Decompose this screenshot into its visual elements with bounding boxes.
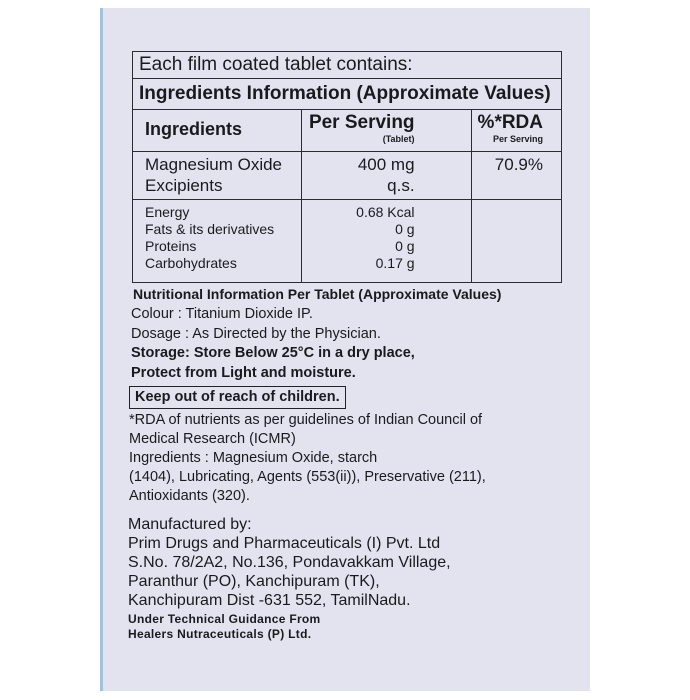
ingredients-text-3: Antioxidants (320). (129, 488, 250, 504)
manufacturer-label: Manufactured by: (128, 516, 252, 533)
ingredients-text: Ingredients : Magnesium Oxide, starch (129, 450, 378, 466)
guidance-text-2: Healers Nutraceuticals (P) Ltd. (128, 627, 312, 641)
manufacturer-address: S.No. 78/2A2, No.136, Pondavakkam Villag… (128, 554, 451, 571)
dosage-text: Dosage : As Directed by the Physician. (131, 326, 381, 342)
manufacturer-address-2: Paranthur (PO), Kanchipuram (TK), (128, 573, 380, 590)
nutrient-name: Fats & its derivatives (145, 221, 275, 237)
header-rda-sub: Per Serving (492, 134, 543, 144)
ingredient-name: Excipients (145, 176, 223, 195)
nutrient-value: 0.17 g (375, 255, 415, 271)
rda-note: *RDA of nutrients as per guidelines of I… (129, 412, 483, 428)
storage-text-2: Protect from Light and moisture. (131, 365, 356, 381)
ingredient-value: 400 mg (357, 155, 415, 174)
header-per-serving: Per Serving (308, 112, 415, 133)
nutrient-name: Carbohydrates (145, 255, 237, 271)
ingredient-name: Magnesium Oxide (145, 155, 283, 174)
nutrient-name: Proteins (145, 238, 197, 254)
nutrition-heading: Nutritional Information Per Tablet (Appr… (133, 286, 502, 302)
nutrient-name: Energy (145, 204, 190, 220)
header-per-serving-sub: (Tablet) (382, 134, 415, 144)
nutrient-value: 0 g (395, 238, 415, 254)
manufacturer-name: Prim Drugs and Pharmaceuticals (I) Pvt. … (128, 535, 441, 552)
warning-box: Keep out of reach of children. (129, 386, 346, 409)
colour-text: Colour : Titanium Dioxide IP. (131, 306, 313, 322)
ingredients-text-2: (1404), Lubricating, Agents (553(ii)), P… (129, 469, 486, 485)
ingredient-rda: 70.9% (494, 155, 543, 174)
ingredients-table: Each film coated tablet contains: Ingred… (132, 51, 563, 283)
manufacturer-address-3: Kanchipuram Dist -631 552, TamilNadu. (128, 592, 411, 609)
header-ingredients: Ingredients (132, 109, 302, 152)
ingredient-value: q.s. (387, 176, 415, 195)
guidance-text: Under Technical Guidance From (128, 612, 321, 626)
storage-text: Storage: Store Below 25°C in a dry place… (131, 345, 415, 361)
table-title: Ingredients Information (Approximate Val… (132, 78, 562, 110)
table-intro: Each film coated tablet contains: (132, 51, 562, 79)
rda-note-2: Medical Research (ICMR) (129, 431, 296, 447)
nutrient-value: 0.68 Kcal (356, 204, 415, 220)
nutrient-value: 0 g (395, 221, 415, 237)
header-rda: %*RDA (477, 112, 543, 133)
